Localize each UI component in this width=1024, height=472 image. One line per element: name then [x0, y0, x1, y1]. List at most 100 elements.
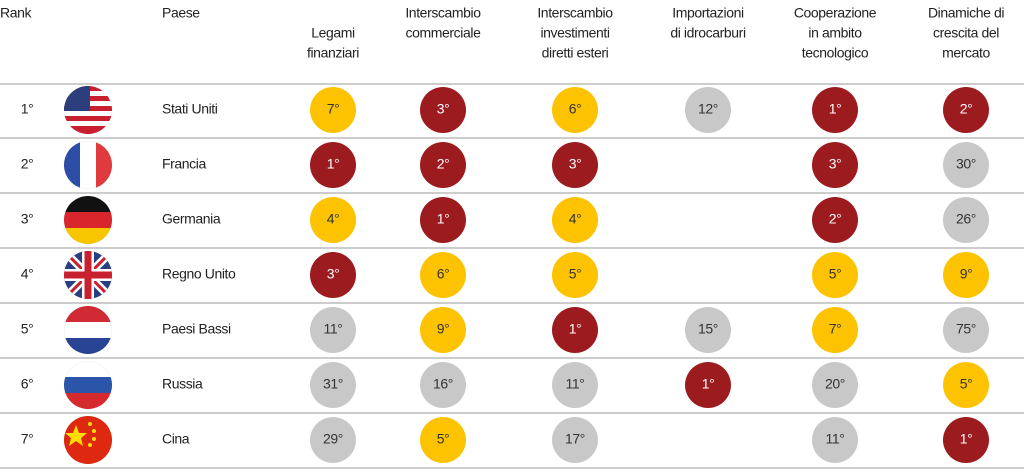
- rank-badge: [943, 307, 989, 353]
- rank-badge: [552, 252, 598, 298]
- rank-badge: [420, 307, 466, 353]
- rank-badge-label: 6°: [569, 101, 582, 117]
- rank-badge: [310, 87, 356, 133]
- rank-badge: [552, 142, 598, 188]
- rank-badge-label: 7°: [327, 101, 340, 117]
- column-header: diretti esteri: [542, 45, 609, 61]
- column-header: Legami: [311, 25, 355, 41]
- country: Francia: [162, 156, 206, 172]
- rank-badge: [420, 417, 466, 463]
- rank-badge: [812, 362, 858, 408]
- rank-badge: [943, 142, 989, 188]
- country: Stati Uniti: [162, 101, 218, 117]
- column-header: Dinamiche di: [928, 5, 1004, 21]
- rank-badge-label: 2°: [437, 156, 450, 172]
- rank-badge-label: 5°: [437, 431, 450, 447]
- column-header: in ambito: [808, 25, 862, 41]
- country: Germania: [162, 211, 221, 227]
- rank-badge: [310, 252, 356, 298]
- rank-badge-label: 29°: [323, 431, 343, 447]
- rank: 2°: [21, 156, 34, 172]
- column-header: Importazioni: [672, 5, 744, 21]
- rank-badge: [812, 197, 858, 243]
- rank-badge-label: 1°: [327, 156, 340, 172]
- country: Paesi Bassi: [162, 321, 231, 337]
- rank-badge: [310, 362, 356, 408]
- rank: 4°: [21, 266, 34, 282]
- rank-badge-label: 4°: [327, 211, 340, 227]
- country: Regno Unito: [162, 266, 236, 282]
- rank-badge: [420, 87, 466, 133]
- rank-badge-label: 1°: [437, 211, 450, 227]
- flag: [64, 306, 112, 354]
- rank-badge: [812, 307, 858, 353]
- rank-badge: [943, 87, 989, 133]
- rank-badge-label: 2°: [960, 101, 973, 117]
- column-header: mercato: [942, 45, 990, 61]
- rank-badge: [943, 197, 989, 243]
- column-header: commerciale: [406, 25, 482, 41]
- column-header: finanziari: [307, 45, 359, 61]
- rank-badge: [552, 197, 598, 243]
- rank-badge: [812, 417, 858, 463]
- column-header: Interscambio: [405, 5, 481, 21]
- country: Cina: [162, 431, 190, 447]
- rank-badge-label: 31°: [323, 376, 343, 392]
- rank-badge: [943, 252, 989, 298]
- flag: [64, 361, 112, 409]
- rank: 1°: [21, 101, 34, 117]
- rank-badge: [420, 362, 466, 408]
- rank-badge-label: 6°: [437, 266, 450, 282]
- rank-badge: [685, 307, 731, 353]
- rank-badge-label: 12°: [698, 101, 718, 117]
- rank-badge: [552, 307, 598, 353]
- rank-badge: [812, 142, 858, 188]
- rank-badge-label: 16°: [433, 376, 453, 392]
- flag: [64, 86, 112, 134]
- rank-badge-label: 1°: [960, 431, 973, 447]
- rank-badge-label: 1°: [569, 321, 582, 337]
- rank-badge: [310, 307, 356, 353]
- flag: [64, 251, 112, 299]
- rank-badge-label: 17°: [565, 431, 585, 447]
- rank-badge: [420, 197, 466, 243]
- rank-badge-label: 30°: [956, 156, 976, 172]
- rank-badge-label: 5°: [960, 376, 973, 392]
- rank-badge-label: 26°: [956, 211, 976, 227]
- rank-badge-label: 7°: [829, 321, 842, 337]
- rank-badge-label: 11°: [566, 376, 585, 392]
- column-header: Interscambio: [537, 5, 613, 21]
- rank-badge: [552, 362, 598, 408]
- rank-badge-label: 3°: [437, 101, 450, 117]
- rank-badge-label: 1°: [702, 376, 715, 392]
- rank-badge: [552, 417, 598, 463]
- flag: [64, 141, 112, 189]
- rank-badge: [943, 417, 989, 463]
- rank: 7°: [21, 431, 34, 447]
- rank-badge: [812, 87, 858, 133]
- column-header: investimenti: [540, 25, 609, 41]
- rank-badge-label: 5°: [829, 266, 842, 282]
- flag: [64, 196, 112, 244]
- column-header: crescita del: [933, 25, 999, 41]
- rank-badge-label: 3°: [327, 266, 340, 282]
- flag: [64, 416, 112, 464]
- rank-badge-label: 75°: [956, 321, 976, 337]
- country-header: Paese: [162, 5, 200, 21]
- rank-badge-label: 4°: [569, 211, 582, 227]
- rank-badge-label: 11°: [324, 321, 343, 337]
- rank-badge-label: 3°: [569, 156, 582, 172]
- rank-header: Rank: [0, 5, 32, 21]
- column-header: tecnologico: [802, 45, 869, 61]
- rank-badge-label: 3°: [829, 156, 842, 172]
- rank-badge: [420, 142, 466, 188]
- rank-badge-label: 9°: [437, 321, 450, 337]
- rank-badge: [310, 142, 356, 188]
- rank-badge-label: 15°: [698, 321, 718, 337]
- rank: 3°: [21, 211, 34, 227]
- rank-badge-label: 1°: [829, 101, 842, 117]
- rank-badge-label: 20°: [825, 376, 845, 392]
- rank-badge: [812, 252, 858, 298]
- rank-badge: [552, 87, 598, 133]
